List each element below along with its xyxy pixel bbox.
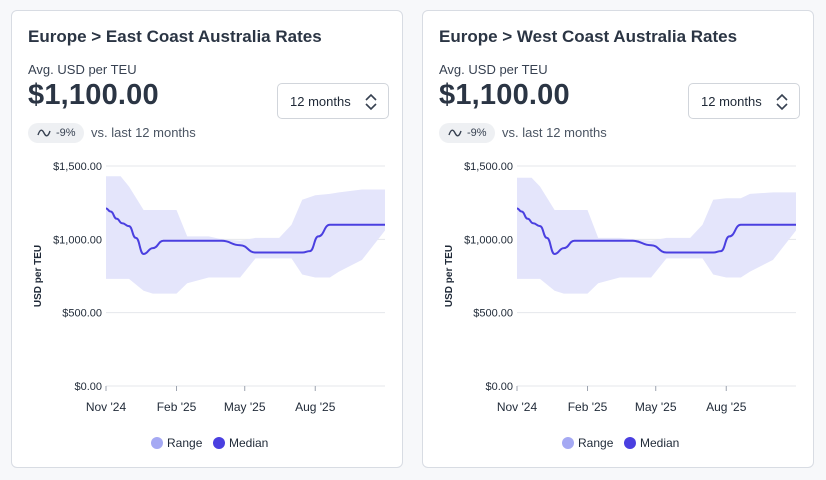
y-tick-label: $500.00 [62, 308, 102, 320]
comparison-text: vs. last 12 months [91, 125, 196, 140]
legend-label-median: Median [229, 436, 269, 450]
card-title: Europe > East Coast Australia Rates [28, 27, 322, 46]
change-badge: -9% [28, 123, 84, 143]
median-line [105, 207, 385, 256]
x-tick-label: Feb '25 [157, 400, 197, 414]
y-tick-label: $0.00 [74, 381, 102, 393]
x-tick-label: May '25 [224, 400, 266, 414]
y-tick-label: $1,000.00 [53, 234, 102, 246]
y-axis-title: USD per TEU [444, 245, 455, 307]
rate-card-east-coast: Europe > East Coast Australia Rates Avg.… [11, 10, 403, 468]
median-swatch [213, 437, 225, 449]
chart-legend: Range Median [423, 436, 815, 452]
chevron-up-down-icon [365, 93, 377, 111]
range-swatch [562, 437, 574, 449]
chart-legend: Range Median [12, 436, 404, 452]
legend-label-median: Median [640, 436, 680, 450]
median-line [516, 207, 796, 256]
x-tick-label: Nov '24 [86, 400, 127, 414]
x-tick-label: Aug '25 [706, 400, 747, 414]
x-tick-label: Aug '25 [295, 400, 336, 414]
card-title: Europe > West Coast Australia Rates [439, 27, 738, 46]
period-select[interactable]: 12 months [277, 83, 389, 119]
comparison-text: vs. last 12 months [502, 125, 607, 140]
change-badge: -9% [439, 123, 495, 143]
period-select[interactable]: 12 months [688, 83, 800, 119]
change-percent: -9% [467, 127, 487, 139]
wave-trend-icon [448, 129, 462, 137]
rate-card-west-coast: Europe > West Coast Australia Rates Avg.… [422, 10, 814, 468]
range-swatch [151, 437, 163, 449]
median-swatch [624, 437, 636, 449]
range-band [106, 176, 385, 294]
x-tick-label: Nov '24 [497, 400, 538, 414]
y-tick-label: $1,000.00 [464, 234, 513, 246]
y-axis-title: USD per TEU [33, 245, 44, 307]
rate-chart: $1,500.00 $1,000.00 $500.00 $0.00 USD per TE… [33, 161, 385, 414]
rate-chart: $1,500.00 $1,000.00 $500.00 $0.00 USD per TE… [444, 161, 796, 414]
change-percent: -9% [56, 127, 76, 139]
metric-value: $1,100.00 [439, 79, 570, 111]
x-tick-label: May '25 [635, 400, 677, 414]
wave-trend-icon [37, 129, 51, 137]
range-band [517, 177, 796, 294]
metric-value: $1,100.00 [28, 79, 159, 111]
period-select-label: 12 months [290, 94, 351, 109]
metric-label: Avg. USD per TEU [439, 62, 548, 77]
chevron-up-down-icon [776, 93, 788, 111]
legend-label-range: Range [578, 436, 614, 450]
x-tick-label: Feb '25 [568, 400, 608, 414]
y-tick-label: $1,500.00 [53, 161, 102, 173]
y-tick-label: $1,500.00 [464, 161, 513, 173]
y-tick-label: $0.00 [485, 381, 513, 393]
period-select-label: 12 months [701, 94, 762, 109]
metric-label: Avg. USD per TEU [28, 62, 137, 77]
legend-label-range: Range [167, 436, 203, 450]
y-tick-label: $500.00 [473, 308, 513, 320]
